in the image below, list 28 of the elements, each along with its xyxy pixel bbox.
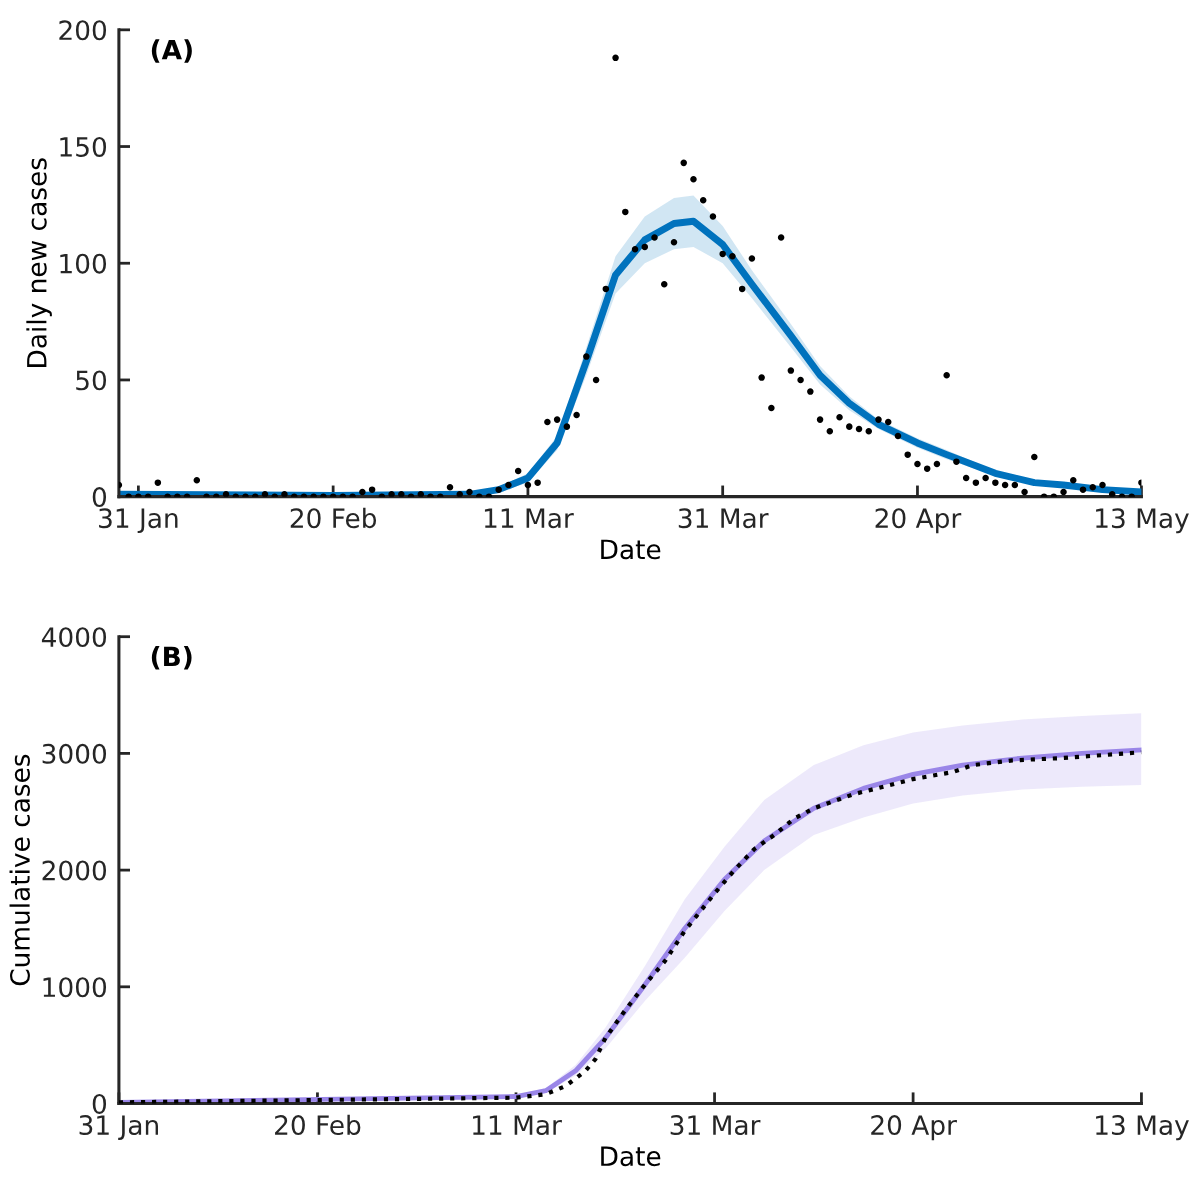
x-axis-title: Date [601, 1146, 661, 1167]
y-tick-label: 100 [60, 253, 107, 274]
y-tick-label: 0 [92, 1093, 107, 1114]
y-axis-title: Daily new cases [26, 158, 52, 367]
y-tick-label: 2000 [42, 860, 107, 881]
x-tick-label: 13 May [1096, 1115, 1189, 1141]
x-tick-label: 20 Apr [875, 508, 962, 534]
y-axis-title: Cumulative cases [9, 754, 30, 986]
x-tick-label: 11 Mar [473, 1115, 562, 1136]
x-tick-label: 20 Feb [290, 507, 377, 529]
x-tick-label: 11 Mar [484, 508, 574, 529]
x-tick-label: 31 Jan [99, 508, 178, 534]
y-tick-label: 50 [76, 370, 107, 391]
x-axis-title: Date [601, 539, 661, 560]
y-tick-label: 0 [92, 487, 107, 508]
y-tick-label: 3000 [42, 743, 107, 764]
x-tick-label: 13 May [1096, 508, 1189, 534]
y-tick-label: 150 [60, 136, 107, 157]
x-tick-label: 31 Mar [670, 1115, 761, 1136]
x-tick-label: 31 Jan [79, 1115, 158, 1140]
x-tick-label: 20 Apr [871, 1115, 957, 1141]
y-tick-label: 4000 [41, 627, 107, 648]
x-tick-label: 31 Mar [678, 508, 769, 529]
x-tick-label: 20 Feb [275, 1114, 361, 1136]
y-tick-label: 200 [59, 20, 107, 41]
chart-title: (A) [151, 39, 192, 63]
y-tick-label: 1000 [43, 977, 107, 998]
chart-title: (B) [151, 646, 192, 670]
